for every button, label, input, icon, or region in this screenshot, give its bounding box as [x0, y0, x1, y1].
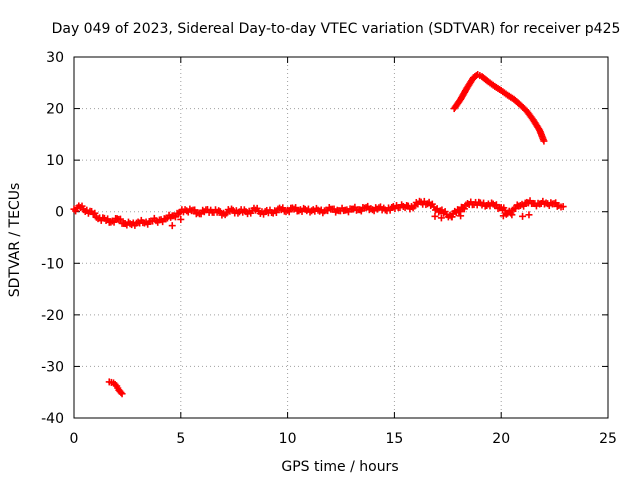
- y-axis-label: SDTVAR / TECUs: [7, 183, 23, 298]
- x-axis-label: GPS time / hours: [281, 459, 398, 475]
- trace-main-band: [186, 205, 194, 213]
- y-tick-label: 30: [46, 50, 64, 66]
- trace-high-arc: [539, 136, 547, 144]
- y-tick-label: -30: [41, 359, 64, 375]
- trace-main-band: [212, 206, 220, 214]
- data-point-lower-excursions: [519, 212, 527, 220]
- data-point-lower-excursions: [448, 213, 456, 221]
- trace-main-band: [285, 208, 293, 216]
- y-tick-label: -10: [41, 256, 64, 272]
- trace-high-arc: [482, 76, 490, 84]
- x-tick-labels: 0 5 10 15 20 25: [70, 431, 617, 447]
- trace-main-band: [411, 202, 419, 210]
- trace-main-band: [464, 199, 472, 207]
- plot-frame: [73, 56, 609, 419]
- trace-main-band: [552, 199, 560, 207]
- trace-high-arc: [514, 99, 522, 107]
- y-tick-label: 20: [46, 102, 64, 118]
- trace-main-band: [492, 201, 500, 209]
- x-tick-label: 20: [492, 431, 510, 447]
- trace-high-arc: [520, 105, 528, 113]
- trace-main-band: [557, 203, 565, 211]
- y-tick-labels: -40 -30 -20 -10 0 10 20 30: [41, 50, 64, 427]
- trace-low-arc: [107, 378, 115, 386]
- x-tick-label: 0: [70, 431, 79, 447]
- trace-main-band: [391, 205, 399, 213]
- trace-high-arc: [455, 98, 463, 106]
- data-point-lower-excursions: [431, 212, 439, 220]
- x-tick-label: 25: [599, 431, 617, 447]
- data-point-lower-excursions: [525, 211, 533, 219]
- data-point-lower-excursions: [437, 214, 445, 222]
- chart-title: Day 049 of 2023, Sidereal Day-to-day VTE…: [52, 21, 621, 37]
- trace-main-band: [91, 209, 99, 217]
- trace-main-band: [197, 210, 205, 218]
- trace-high-arc: [461, 87, 469, 95]
- data-point-lower-excursions: [168, 222, 176, 230]
- x-tick-label: 5: [176, 431, 185, 447]
- trace-main-band: [78, 202, 86, 210]
- trace-main-band: [191, 206, 199, 214]
- x-tick-label: 10: [279, 431, 297, 447]
- trace-high-arc: [471, 73, 479, 81]
- y-tick-label: -40: [41, 411, 64, 427]
- trace-high-arc: [527, 113, 535, 121]
- data-point-lower-excursions: [457, 212, 465, 220]
- trace-main-band: [116, 215, 124, 223]
- y-tick-label: -20: [41, 308, 64, 324]
- trace-main-band: [501, 206, 509, 214]
- axis-ticks: [73, 56, 609, 419]
- data-point-lower-excursions: [177, 215, 185, 223]
- trace-low-arc: [117, 389, 125, 397]
- y-tick-label: 10: [46, 153, 64, 169]
- trace-high-arc: [534, 123, 542, 131]
- data-points: [70, 71, 567, 398]
- trace-high-arc: [468, 77, 476, 85]
- x-tick-label: 15: [385, 431, 403, 447]
- trace-main-band: [406, 205, 414, 213]
- trace-low-arc: [116, 387, 124, 395]
- trace-main-band: [171, 213, 179, 221]
- y-tick-label: 0: [55, 205, 64, 221]
- trace-main-band: [173, 209, 181, 217]
- data-point-lower-excursions: [508, 211, 516, 219]
- trace-main-band: [110, 218, 118, 226]
- trace-main-band: [460, 205, 468, 213]
- data-point-lower-excursions: [499, 212, 507, 220]
- grid-lines: [74, 57, 608, 418]
- trace-low-arc: [111, 380, 119, 388]
